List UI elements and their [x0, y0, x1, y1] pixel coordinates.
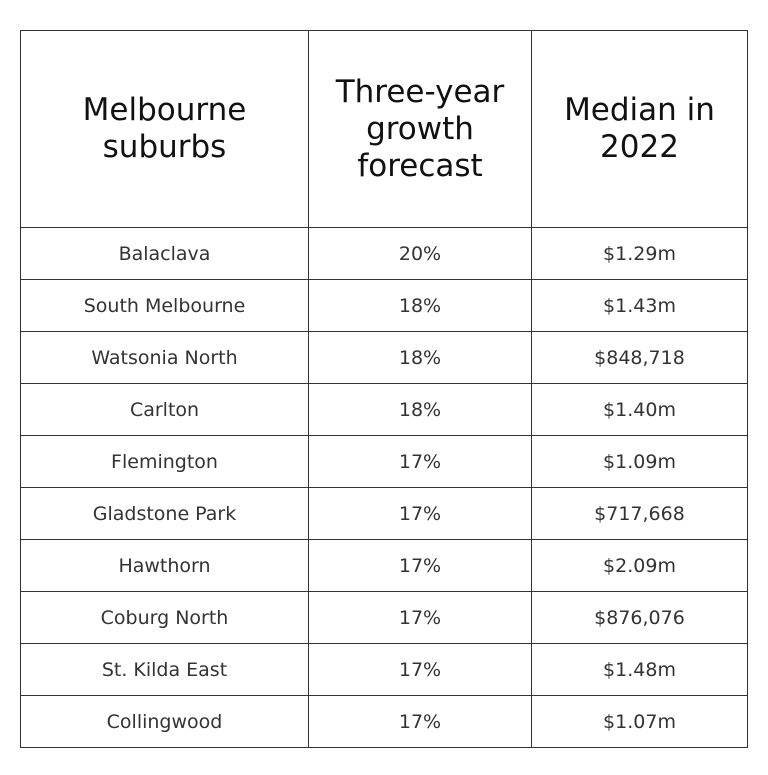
table-row: Gladstone Park 17% $717,668	[20, 487, 748, 540]
header-growth-forecast: Three-year growth forecast	[308, 30, 532, 228]
table-row: Flemington 17% $1.09m	[20, 435, 748, 488]
table-row: St. Kilda East 17% $1.48m	[20, 643, 748, 696]
median-cell: $1.40m	[531, 383, 748, 436]
table-row: Balaclava 20% $1.29m	[20, 227, 748, 280]
suburb-cell: Hawthorn	[20, 539, 309, 592]
table-row: Hawthorn 17% $2.09m	[20, 539, 748, 592]
suburb-cell: Gladstone Park	[20, 487, 309, 540]
median-cell: $1.43m	[531, 279, 748, 332]
table-row: Coburg North 17% $876,076	[20, 591, 748, 644]
median-cell: $1.07m	[531, 695, 748, 748]
growth-cell: 17%	[308, 695, 532, 748]
growth-cell: 18%	[308, 383, 532, 436]
suburb-cell: Balaclava	[20, 227, 309, 280]
table-row: South Melbourne 18% $1.43m	[20, 279, 748, 332]
median-cell: $2.09m	[531, 539, 748, 592]
median-cell: $1.48m	[531, 643, 748, 696]
median-cell: $1.29m	[531, 227, 748, 280]
table-container: Melbourne suburbs Three-year growth fore…	[20, 30, 748, 748]
suburb-cell: South Melbourne	[20, 279, 309, 332]
growth-cell: 17%	[308, 487, 532, 540]
growth-cell: 17%	[308, 591, 532, 644]
median-cell: $1.09m	[531, 435, 748, 488]
suburb-cell: Watsonia North	[20, 331, 309, 384]
table-row: Collingwood 17% $1.07m	[20, 695, 748, 748]
growth-cell: 17%	[308, 643, 532, 696]
growth-cell: 18%	[308, 331, 532, 384]
suburb-cell: St. Kilda East	[20, 643, 309, 696]
growth-cell: 18%	[308, 279, 532, 332]
suburb-cell: Flemington	[20, 435, 309, 488]
median-cell: $717,668	[531, 487, 748, 540]
median-cell: $848,718	[531, 331, 748, 384]
header-median-2022: Median in 2022	[531, 30, 748, 228]
suburb-cell: Coburg North	[20, 591, 309, 644]
median-cell: $876,076	[531, 591, 748, 644]
suburb-cell: Carlton	[20, 383, 309, 436]
table-row: Watsonia North 18% $848,718	[20, 331, 748, 384]
header-suburbs: Melbourne suburbs	[20, 30, 309, 228]
table-header-row: Melbourne suburbs Three-year growth fore…	[20, 30, 748, 228]
growth-cell: 17%	[308, 435, 532, 488]
suburb-cell: Collingwood	[20, 695, 309, 748]
table-row: Carlton 18% $1.40m	[20, 383, 748, 436]
suburb-growth-table: Melbourne suburbs Three-year growth fore…	[20, 30, 748, 748]
growth-cell: 17%	[308, 539, 532, 592]
growth-cell: 20%	[308, 227, 532, 280]
